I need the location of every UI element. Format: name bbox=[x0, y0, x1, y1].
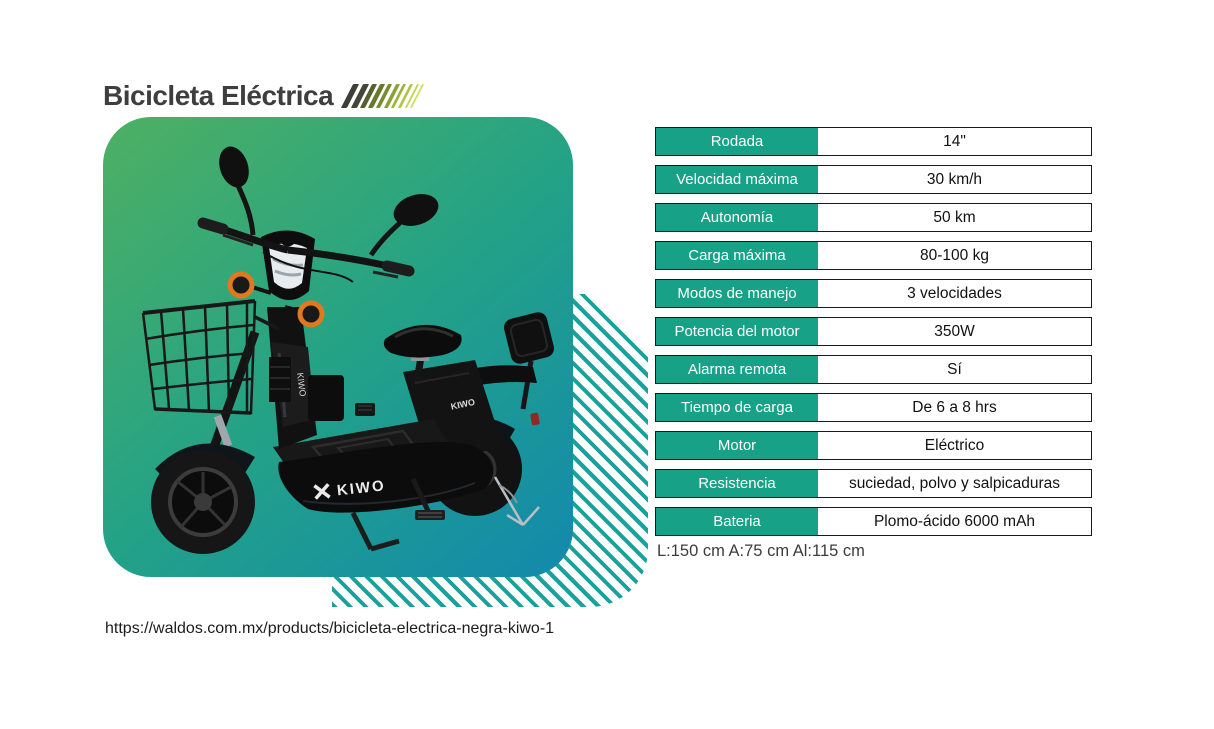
spec-value: suciedad, polvo y salpicaduras bbox=[848, 474, 1061, 492]
table-row: Motor Eléctrico bbox=[655, 431, 1092, 460]
turn-signal-left bbox=[227, 271, 272, 299]
table-row: Rodada 14" bbox=[655, 127, 1092, 156]
spec-label: Alarma remota bbox=[656, 356, 818, 383]
spec-value: Eléctrico bbox=[924, 436, 985, 454]
spec-table: Rodada 14" Velocidad máxima 30 km/h Autono… bbox=[655, 127, 1092, 536]
right-mirror-icon bbox=[368, 194, 439, 257]
spec-label: Modos de manejo bbox=[656, 280, 818, 307]
table-row: Bateria Plomo-ácido 6000 mAh bbox=[655, 507, 1092, 536]
source-url-text: https://waldos.com.mx/products/bicicleta… bbox=[105, 620, 555, 637]
front-wheel bbox=[151, 450, 255, 554]
header: Bicicleta Eléctrica bbox=[103, 80, 425, 111]
table-row: Tiempo de carga De 6 a 8 hrs bbox=[655, 393, 1092, 422]
table-row: Modos de manejo 3 velocidades bbox=[655, 279, 1092, 308]
spec-label: Rodada bbox=[656, 128, 818, 155]
frame-body: KIWO bbox=[273, 419, 494, 513]
brand-decal-small: KIWO bbox=[450, 397, 476, 412]
spec-label: Motor bbox=[656, 432, 818, 459]
brand-decal-vertical: KIWO bbox=[295, 372, 308, 397]
spec-label: Potencia del motor bbox=[656, 318, 818, 345]
left-mirror-icon bbox=[219, 146, 256, 236]
spec-value: 3 velocidades bbox=[907, 284, 1002, 302]
spec-label: Tiempo de carga bbox=[656, 394, 818, 421]
table-row: Velocidad máxima 30 km/h bbox=[655, 165, 1092, 194]
spec-label: Bateria bbox=[656, 508, 818, 535]
brand-decal: KIWO bbox=[336, 477, 386, 499]
rear-backrest bbox=[500, 312, 555, 410]
spec-value: 50 km bbox=[933, 208, 976, 226]
pedal bbox=[355, 403, 445, 520]
spec-value: 14" bbox=[943, 132, 966, 150]
page-title: Bicicleta Eléctrica bbox=[103, 80, 334, 111]
table-row: Alarma remota Sí bbox=[655, 355, 1092, 384]
front-basket bbox=[141, 299, 280, 415]
spec-label: Carga máxima bbox=[656, 242, 818, 269]
rear-kickstand bbox=[493, 476, 540, 527]
title-accent-slashes-icon bbox=[341, 84, 425, 108]
saddle-seat bbox=[383, 324, 462, 382]
spec-value: 30 km/h bbox=[926, 170, 983, 188]
spec-label: Autonomía bbox=[656, 204, 818, 231]
front-frame: KIWO bbox=[267, 307, 344, 449]
table-row: Carga máxima 80-100 kg bbox=[655, 241, 1092, 270]
spec-label: Resistencia bbox=[656, 470, 818, 497]
spec-value: 80-100 kg bbox=[920, 246, 989, 264]
dimensions-text: L:150 cm A:75 cm Al:115 cm bbox=[657, 542, 865, 560]
ebike-illustration: KIWO KIWO bbox=[141, 146, 555, 554]
product-image-card: KIWO KIWO bbox=[103, 117, 573, 577]
center-kickstand bbox=[350, 511, 400, 552]
spec-value: De 6 a 8 hrs bbox=[912, 398, 997, 416]
spec-label: Velocidad máxima bbox=[656, 166, 818, 193]
headlight bbox=[261, 230, 315, 300]
table-row: Autonomía 50 km bbox=[655, 203, 1092, 232]
turn-signal-right bbox=[284, 300, 325, 328]
tail-reflector bbox=[530, 412, 540, 426]
spec-value: 350W bbox=[934, 322, 975, 340]
handlebar bbox=[197, 217, 415, 283]
spec-value: Plomo-ácido 6000 mAh bbox=[873, 512, 1036, 530]
table-row: Potencia del motor 350W bbox=[655, 317, 1092, 346]
table-row: Resistencia suciedad, polvo y salpicadura… bbox=[655, 469, 1092, 498]
spec-value: Sí bbox=[947, 360, 962, 378]
